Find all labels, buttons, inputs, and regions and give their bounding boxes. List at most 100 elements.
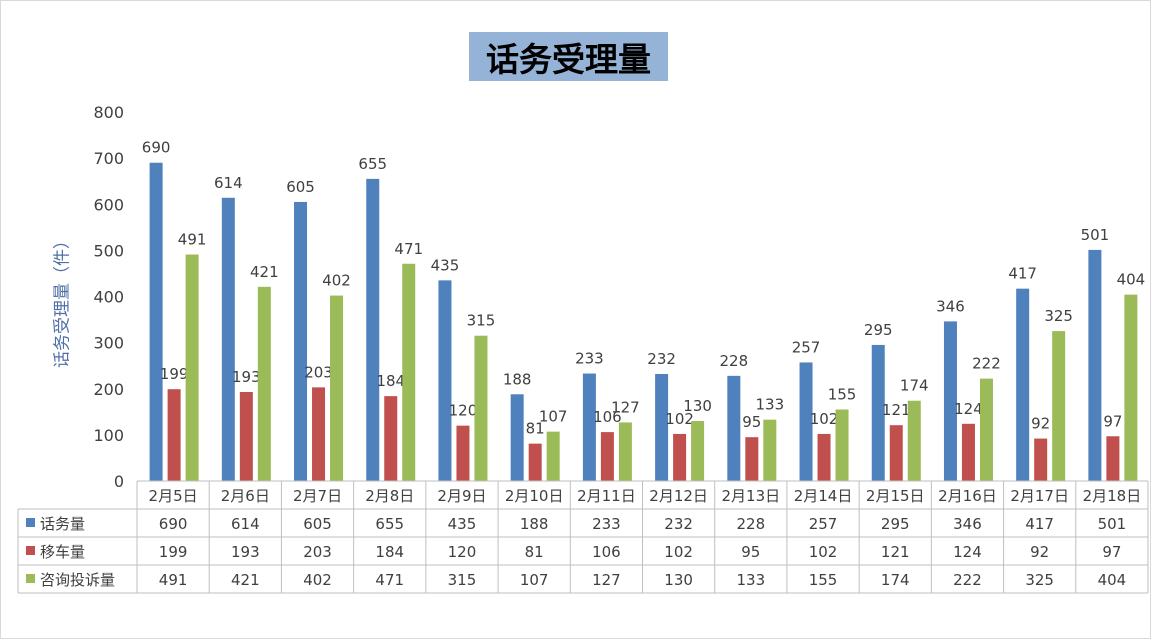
table-cell: 655 [375,515,404,533]
bar-话务量 [294,201,308,481]
bar-咨询投诉量 [979,378,993,481]
data-label: 232 [647,350,676,368]
data-label: 124 [954,400,983,418]
data-label: 199 [160,365,189,383]
data-label: 107 [539,408,568,426]
data-label: 295 [864,321,893,339]
table-cell: 417 [1025,515,1054,533]
data-label: 233 [575,350,604,368]
table-cell: 107 [520,571,549,589]
bar-话务量 [1016,288,1030,481]
table-cell: 106 [592,543,621,561]
bar-移车量 [600,432,614,481]
table-cell: 133 [737,571,766,589]
y-tick-label: 0 [114,472,124,491]
data-label: 102 [810,410,839,428]
bar-咨询投诉量 [907,400,921,481]
table-cell: 102 [664,543,693,561]
legend-key-话务量 [26,518,35,527]
bar-移车量 [167,389,181,481]
data-label: 605 [286,178,315,196]
data-label: 81 [526,420,545,438]
table-cell: 257 [809,515,838,533]
y-tick-label: 600 [93,195,124,214]
bar-移车量 [1034,438,1048,481]
x-category-label: 2月13日 [722,487,781,505]
bar-咨询投诉量 [402,263,416,481]
bar-话务量 [438,280,452,481]
x-category-label: 2月10日 [505,487,564,505]
legend-label: 话务量 [40,515,85,533]
bar-移车量 [961,423,975,481]
x-category-label: 2月9日 [437,487,486,505]
y-tick-label: 100 [93,426,124,445]
table-cell: 228 [737,515,766,533]
bar-移车量 [312,387,326,481]
data-label: 417 [1008,265,1037,283]
data-label: 435 [431,256,460,274]
table-cell: 184 [375,543,404,561]
data-label: 102 [665,410,694,428]
bar-话务量 [510,394,524,481]
bar-咨询投诉量 [1124,294,1138,481]
bar-话务量 [799,362,813,481]
data-label: 471 [394,240,423,258]
x-category-label: 2月6日 [221,487,270,505]
table-cell: 81 [525,543,544,561]
data-label: 655 [358,155,387,173]
table-cell: 127 [592,571,621,589]
bar-话务量 [1088,249,1102,481]
bar-移车量 [528,443,542,481]
bar-话务量 [149,162,163,482]
data-label: 222 [972,355,1001,373]
y-tick-label: 700 [93,149,124,168]
x-category-label: 2月7日 [293,487,342,505]
table-cell: 222 [953,571,982,589]
bar-咨询投诉量 [330,295,344,481]
bar-咨询投诉量 [691,421,705,481]
table-cell: 124 [953,543,982,561]
data-label: 404 [1117,271,1146,289]
data-label: 155 [828,386,857,404]
data-label: 501 [1081,226,1110,244]
table-cell: 121 [881,543,910,561]
data-label: 325 [1044,307,1073,325]
bar-话务量 [727,375,741,481]
table-cell: 155 [809,571,838,589]
bar-咨询投诉量 [257,286,271,481]
y-tick-label: 500 [93,241,124,260]
legend-key-移车量 [26,546,35,555]
y-tick-label: 200 [93,380,124,399]
table-cell: 346 [953,515,982,533]
table-cell: 690 [159,515,188,533]
x-category-label: 2月17日 [1010,487,1069,505]
x-category-label: 2月14日 [794,487,853,505]
legend-label: 咨询投诉量 [40,571,115,589]
bar-移车量 [889,425,903,481]
data-label: 203 [304,363,333,381]
table-cell: 605 [303,515,332,533]
table-cell: 404 [1098,571,1127,589]
table-cell: 102 [809,543,838,561]
bar-咨询投诉量 [546,431,560,481]
x-category-label: 2月11日 [577,487,636,505]
table-cell: 315 [448,571,477,589]
data-label: 188 [503,370,532,388]
bar-咨询投诉量 [763,419,777,481]
table-cell: 471 [375,571,404,589]
table-cell: 130 [664,571,693,589]
bar-移车量 [456,425,470,481]
table-cell: 402 [303,571,332,589]
legend-key-咨询投诉量 [26,574,35,583]
table-cell: 199 [159,543,188,561]
bar-咨询投诉量 [474,335,488,481]
data-label: 121 [882,401,911,419]
y-tick-label: 300 [93,334,124,353]
data-label: 421 [250,263,279,281]
bar-移车量 [673,433,687,481]
table-cell: 295 [881,515,910,533]
bar-话务量 [943,321,957,481]
data-label: 315 [467,312,496,330]
